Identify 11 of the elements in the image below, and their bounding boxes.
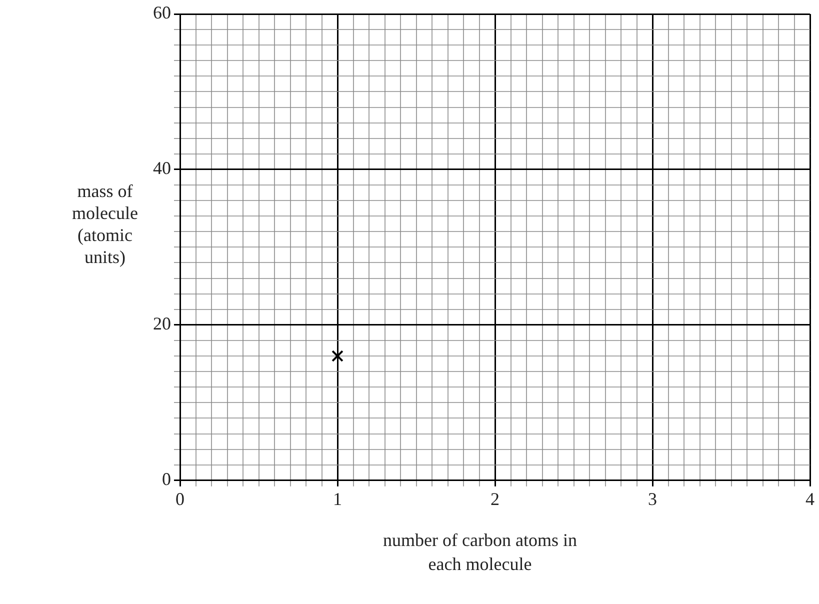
x-tick-label: 1 [333,488,342,509]
y-tick-label: 0 [162,469,171,490]
y-tick-label: 60 [153,2,171,23]
x-tick-label: 4 [806,488,814,509]
x-tick-label: 3 [648,488,657,509]
y-axis-title: mass of molecule (atomic units) [71,180,139,268]
x-axis-title: number of carbon atoms in each molecule [382,529,578,576]
y-tick-label: 40 [153,158,171,178]
x-tick-label: 0 [176,488,184,509]
x-tick-label: 2 [490,488,500,509]
y-tick-label: 20 [153,314,171,334]
